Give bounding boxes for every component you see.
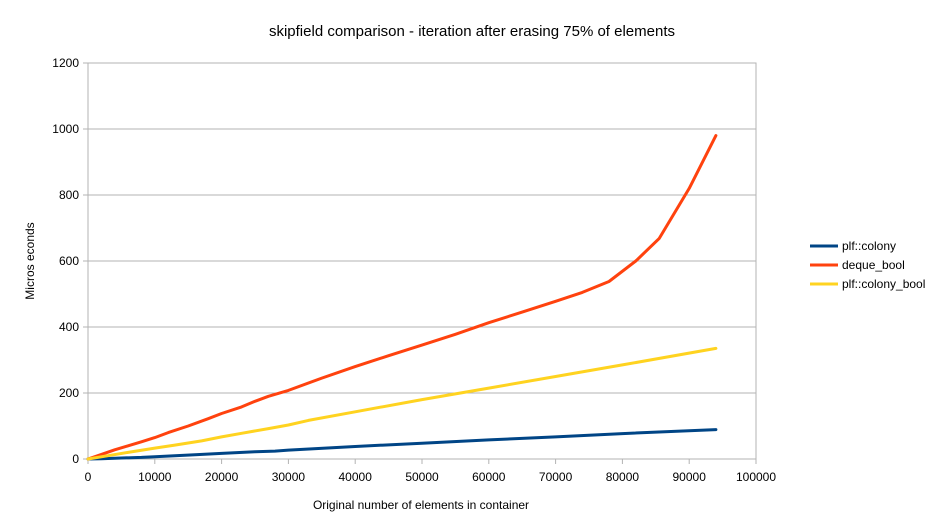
- legend-label-plf-colony: plf::colony: [842, 239, 896, 253]
- series-lines: [86, 134, 718, 461]
- x-tick-label: 30000: [272, 470, 306, 484]
- y-tick-label: 800: [59, 188, 79, 202]
- series-line-deque-bool: [86, 134, 718, 461]
- x-tick-label: 100000: [736, 470, 776, 484]
- x-axis-ticks: 0 10000 20000 30000 40000 50000 60000 70000 8000…: [85, 459, 776, 484]
- x-tick-label: 90000: [673, 470, 707, 484]
- y-tick-label: 400: [59, 320, 79, 334]
- legend-label-plf-colony-bool: plf::colony_bool: [842, 277, 925, 291]
- y-tick-label: 1000: [52, 122, 79, 136]
- series-line-plf-colony-bool: [86, 346, 718, 461]
- y-axis-title: Micros econds: [23, 222, 37, 299]
- x-tick-label: 70000: [539, 470, 573, 484]
- x-tick-label: 50000: [405, 470, 439, 484]
- y-tick-label: 600: [59, 254, 79, 268]
- y-tick-label: 200: [59, 386, 79, 400]
- x-axis-title: Original number of elements in container: [313, 498, 529, 512]
- y-axis-ticks: 0 200 400 600 800 1000 1200: [52, 56, 88, 466]
- x-tick-label: 10000: [138, 470, 172, 484]
- x-tick-label: 20000: [205, 470, 239, 484]
- x-tick-label: 60000: [472, 470, 506, 484]
- x-tick-label: 40000: [339, 470, 373, 484]
- x-tick-label: 80000: [606, 470, 640, 484]
- series-line-plf-colony: [86, 428, 718, 461]
- legend-label-deque-bool: deque_bool: [842, 258, 905, 272]
- y-tick-label: 1200: [52, 56, 79, 70]
- x-tick-label: 0: [85, 470, 92, 484]
- chart-title: skipfield comparison - iteration after e…: [269, 23, 675, 40]
- y-tick-label: 0: [72, 452, 79, 466]
